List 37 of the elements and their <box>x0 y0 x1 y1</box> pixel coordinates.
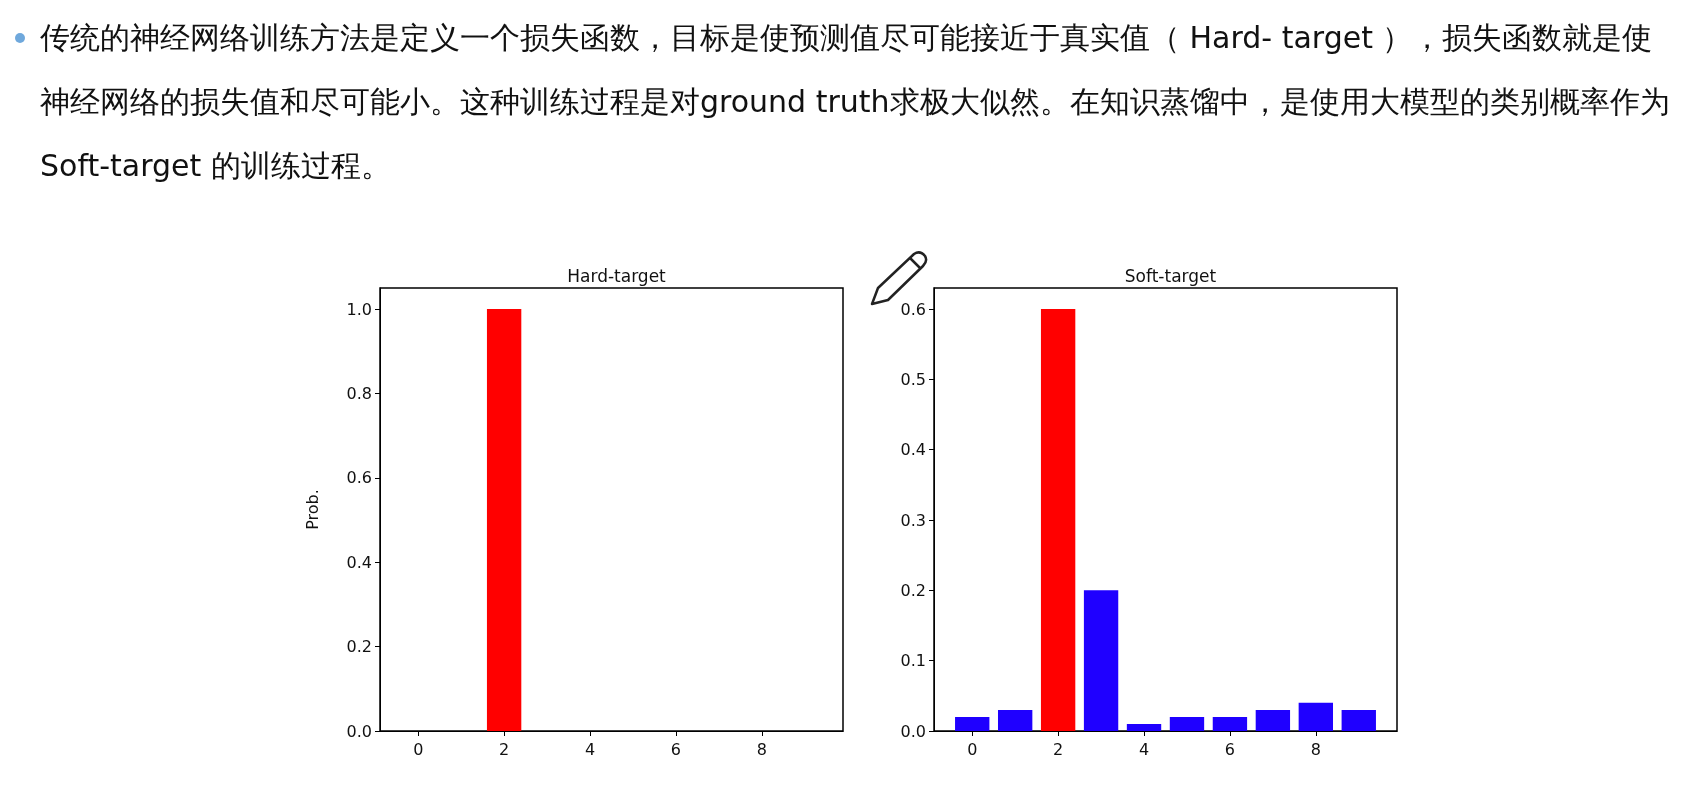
bar <box>1083 590 1119 731</box>
x-tick-label: 4 <box>1138 739 1150 759</box>
x-tick-label: 4 <box>584 739 596 759</box>
y-axis-title: Prob. <box>302 489 322 530</box>
bar <box>1341 709 1376 731</box>
y-tick-label: 0.4 <box>900 440 926 460</box>
y-tick-label: 0.2 <box>346 637 372 657</box>
y-tick-label: 0.0 <box>346 721 372 741</box>
bar <box>955 716 990 731</box>
x-tick-label: 0 <box>967 739 978 759</box>
x-tick-label: 6 <box>1224 739 1236 759</box>
bar <box>998 709 1033 731</box>
chart-title: Hard-target <box>567 265 667 286</box>
y-tick-label: 1.0 <box>346 299 372 319</box>
bar <box>1126 723 1162 731</box>
x-tick-label: 0 <box>413 739 424 759</box>
bar <box>1212 716 1248 731</box>
y-tick-label: 0.4 <box>346 552 372 572</box>
y-tick-label: 0.2 <box>900 580 926 600</box>
x-tick-label: 2 <box>1053 739 1064 759</box>
x-tick-label: 8 <box>1310 739 1321 759</box>
text: 传统的神经网络训练方法是定义一个损失函数，目标是使预测值尽可能接近于真实值（ Hard- target ），损失函数就是使神经网络的损失值和尽可能小。这种训练过程是对ground truth求极大似然。在知识蒸馏中，是使用大模型的类别概率作为 Soft-target 的训练过程。 <box>40 19 1671 185</box>
y-tick-label: 0.1 <box>900 651 926 671</box>
y-tick-label: 0.6 <box>346 468 372 488</box>
bar <box>1040 309 1076 731</box>
bar <box>1169 716 1205 731</box>
y-tick-label: 0.3 <box>900 510 926 530</box>
x-tick-label: 6 <box>670 739 682 759</box>
bar <box>1298 702 1333 731</box>
x-tick-label: 8 <box>756 739 767 759</box>
y-tick-label: 0.5 <box>900 369 926 389</box>
x-tick-label: 2 <box>499 739 510 759</box>
bar <box>1255 709 1291 731</box>
chart-title: Soft-target <box>1124 265 1217 286</box>
y-tick-label: 0.0 <box>900 721 926 741</box>
y-tick-label: 0.6 <box>900 299 926 319</box>
y-tick-label: 0.8 <box>346 383 372 403</box>
